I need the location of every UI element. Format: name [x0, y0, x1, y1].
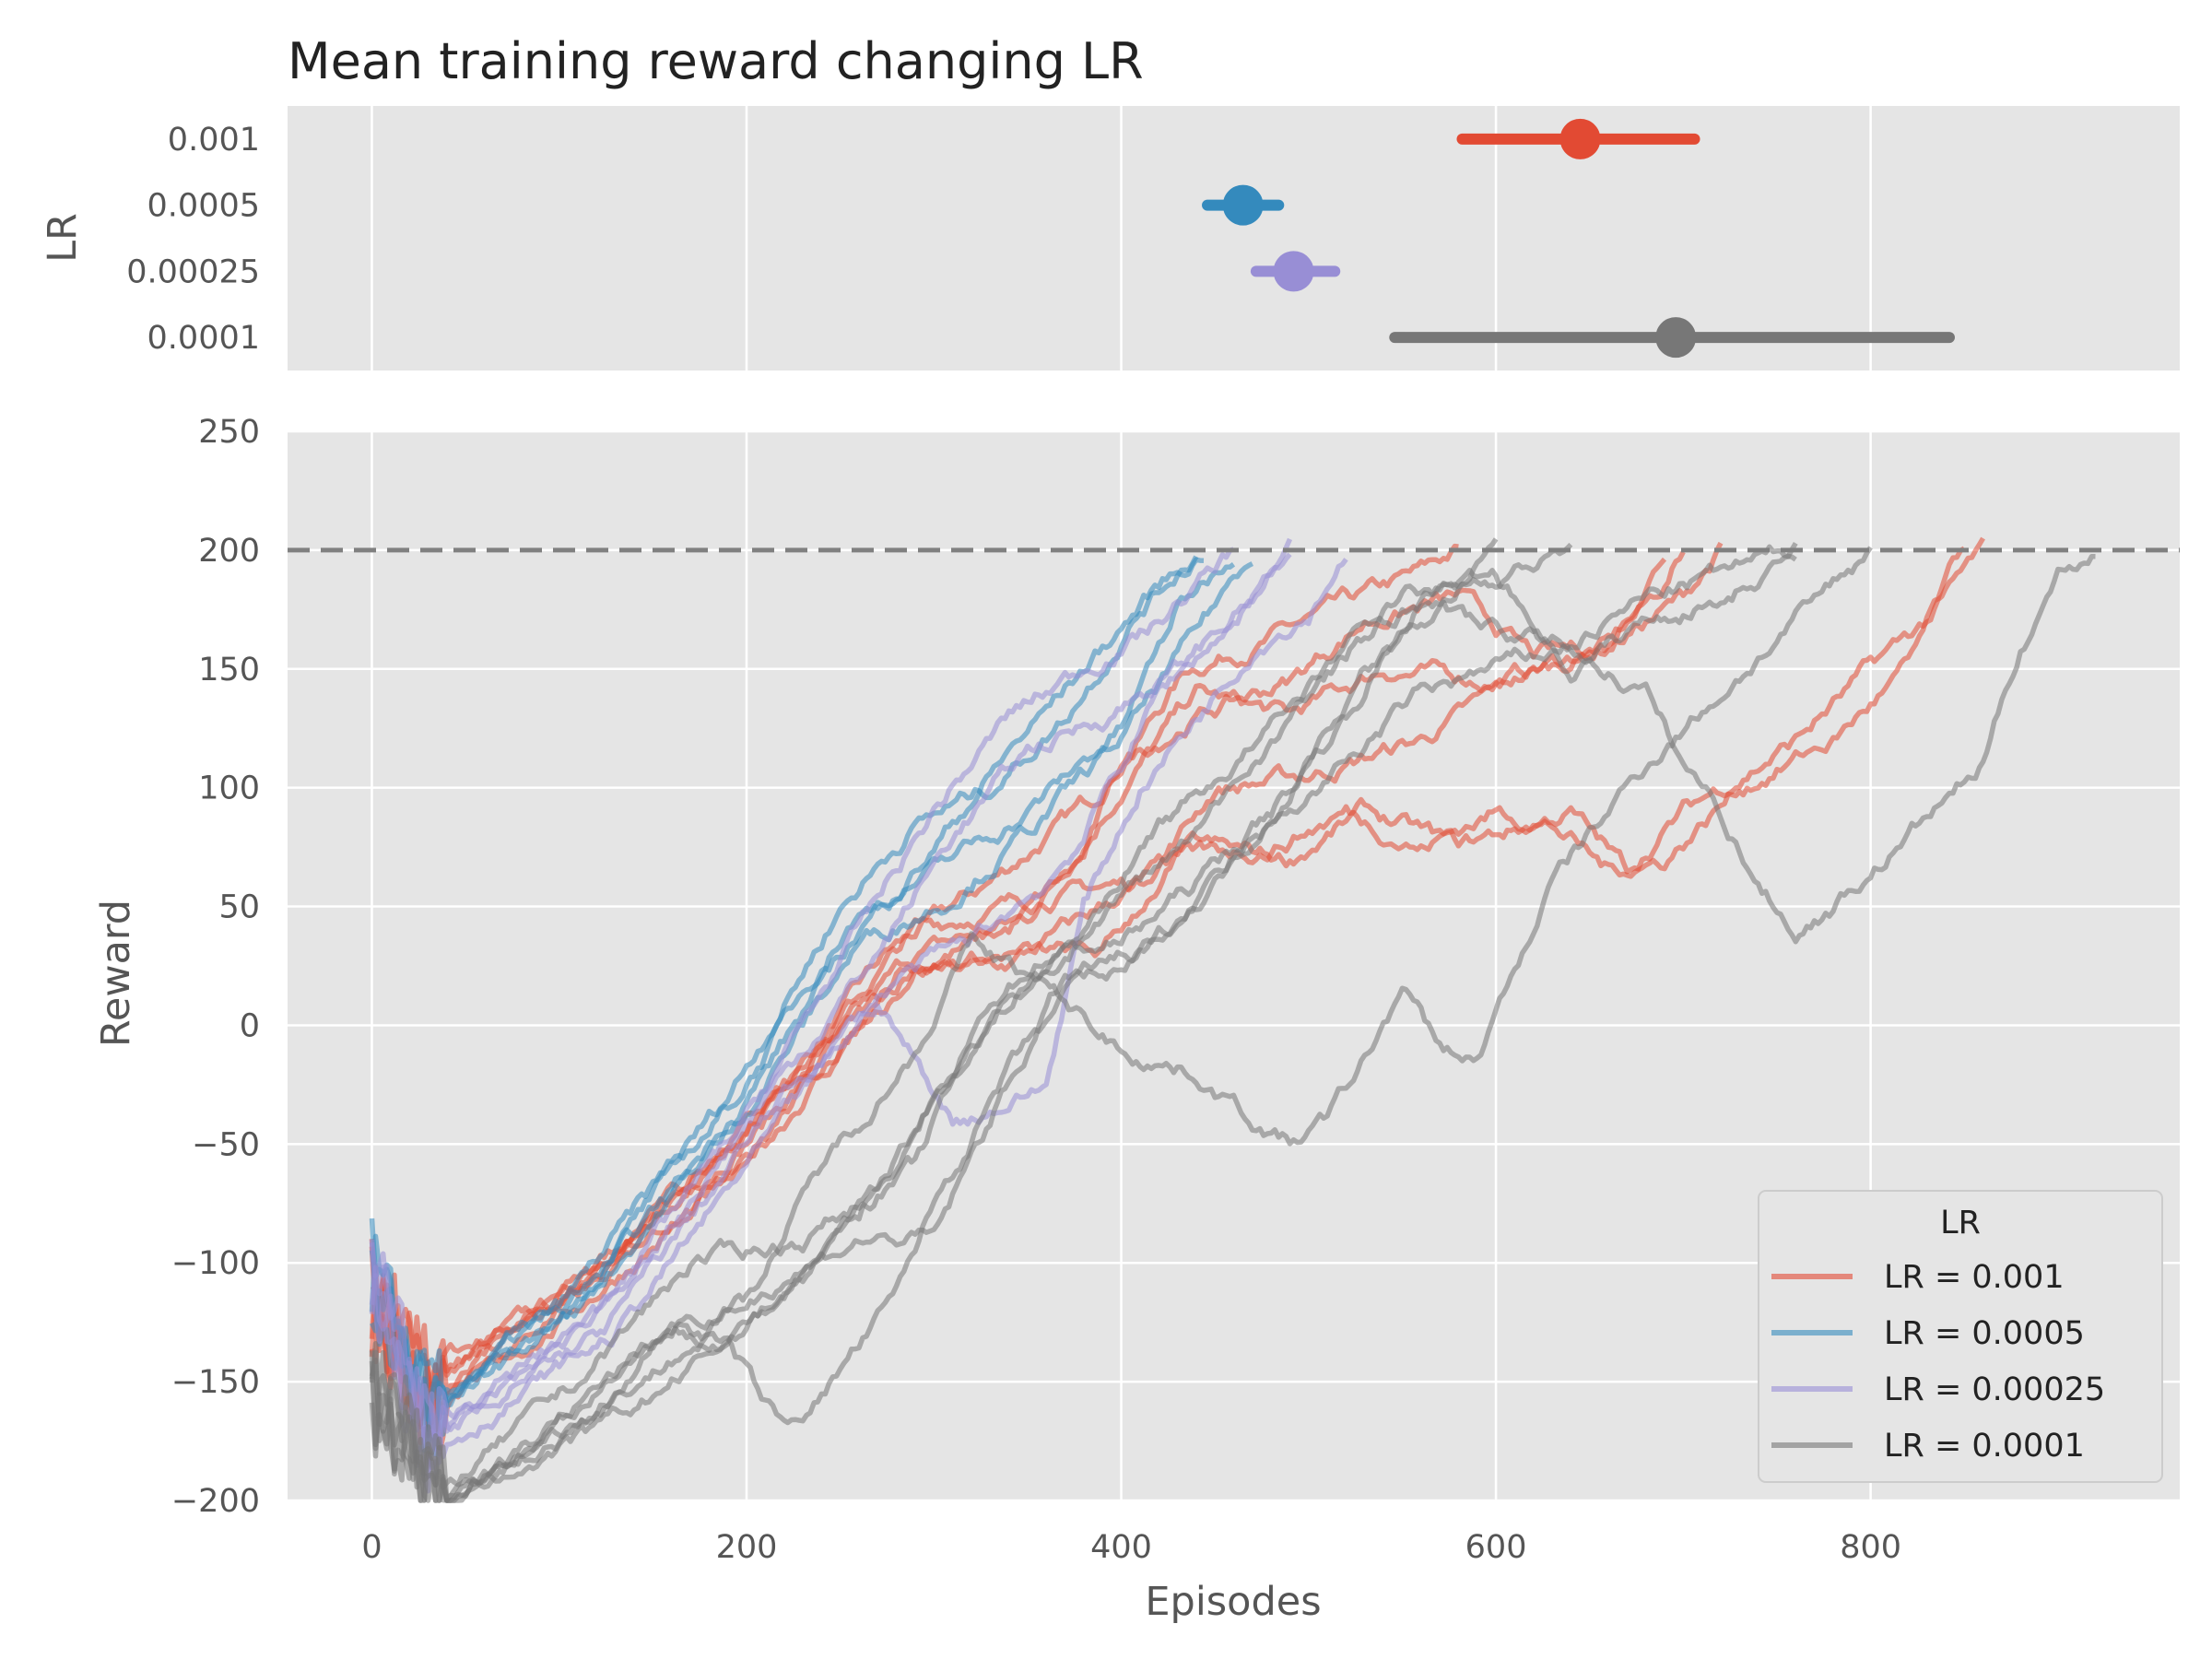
- top-y-tick-label: 0.0001: [147, 320, 260, 357]
- legend-label: LR = 0.001: [1884, 1259, 2065, 1296]
- reward-panel: −200 −150 −100 −50 0 50 100 150 200 250 0 200 400 60…: [93, 414, 2180, 1625]
- top-y-tick-label: 0.001: [168, 122, 260, 159]
- legend-title: LR: [1940, 1205, 1981, 1241]
- top-panel-y-label: LR: [40, 213, 86, 263]
- x-tick-label: 400: [1090, 1529, 1152, 1566]
- mean-point: [1222, 184, 1264, 226]
- reward-series-line: [369, 542, 1573, 1490]
- x-tick-label: 200: [716, 1529, 778, 1566]
- y-tick-label: 0: [240, 1007, 260, 1044]
- legend-items: LR = 0.001 LR = 0.0005 LR = 0.00025 LR = 0.…: [1771, 1259, 2105, 1465]
- reward-series-line: [369, 537, 1499, 1503]
- mean-point: [1559, 118, 1601, 159]
- reward-series-line: [369, 546, 1873, 1503]
- y-tick-label: 150: [198, 652, 260, 688]
- legend-label: LR = 0.0005: [1884, 1315, 2085, 1352]
- x-tick-label: 0: [361, 1529, 382, 1566]
- y-tick-label: −150: [171, 1364, 260, 1401]
- top-panel-background: [288, 106, 2180, 371]
- reward-series-line: [369, 562, 1236, 1422]
- x-axis-label: Episodes: [1145, 1579, 1321, 1625]
- x-tick-label: 600: [1465, 1529, 1527, 1566]
- mean-point: [1273, 251, 1314, 292]
- y-tick-label: −100: [171, 1245, 260, 1282]
- reward-series-line: [369, 541, 1798, 1503]
- lr-summary-panel: 0.001 0.0005 0.00025 0.0001 LR: [40, 106, 2180, 371]
- reward-series-line: [369, 537, 1293, 1481]
- top-y-tick-label: 0.00025: [126, 253, 260, 290]
- y-axis-label: Reward: [93, 900, 139, 1047]
- reward-series-line: [369, 547, 1235, 1453]
- reward-series-line: [369, 553, 2096, 1503]
- y-tick-label: 50: [218, 889, 260, 926]
- reward-series-lines: [369, 536, 2096, 1503]
- reward-series-line: [370, 557, 1205, 1457]
- y-tick-label: −50: [192, 1126, 260, 1163]
- legend-label: LR = 0.0001: [1884, 1428, 2085, 1465]
- top-y-tick-label: 0.0005: [147, 188, 260, 225]
- y-tick-label: −200: [171, 1483, 260, 1520]
- mean-point: [1655, 317, 1697, 359]
- y-tick-label: 200: [198, 533, 260, 570]
- reward-series-line: [369, 555, 1199, 1416]
- legend-label: LR = 0.00025: [1884, 1371, 2105, 1408]
- reward-series-line: [369, 544, 1797, 1503]
- top-panel-points: [1202, 118, 1955, 359]
- top-panel-grid: [371, 106, 1872, 371]
- legend-box: [1758, 1190, 2163, 1483]
- reward-series-line: [369, 558, 1348, 1494]
- reward-series-line: [369, 543, 1459, 1388]
- y-tick-label: 100: [198, 771, 260, 807]
- bottom-panel-y-ticks: −200 −150 −100 −50 0 50 100 150 200 250: [171, 414, 260, 1520]
- chart-title: Mean training reward changing LR: [288, 32, 1144, 90]
- top-panel-y-ticks: 0.001 0.0005 0.00025 0.0001: [126, 122, 260, 357]
- reward-series-line: [369, 552, 1292, 1471]
- y-tick-label: 250: [198, 414, 260, 451]
- x-tick-label: 800: [1840, 1529, 1901, 1566]
- bottom-panel-x-ticks: 0 200 400 600 800: [361, 1529, 1901, 1566]
